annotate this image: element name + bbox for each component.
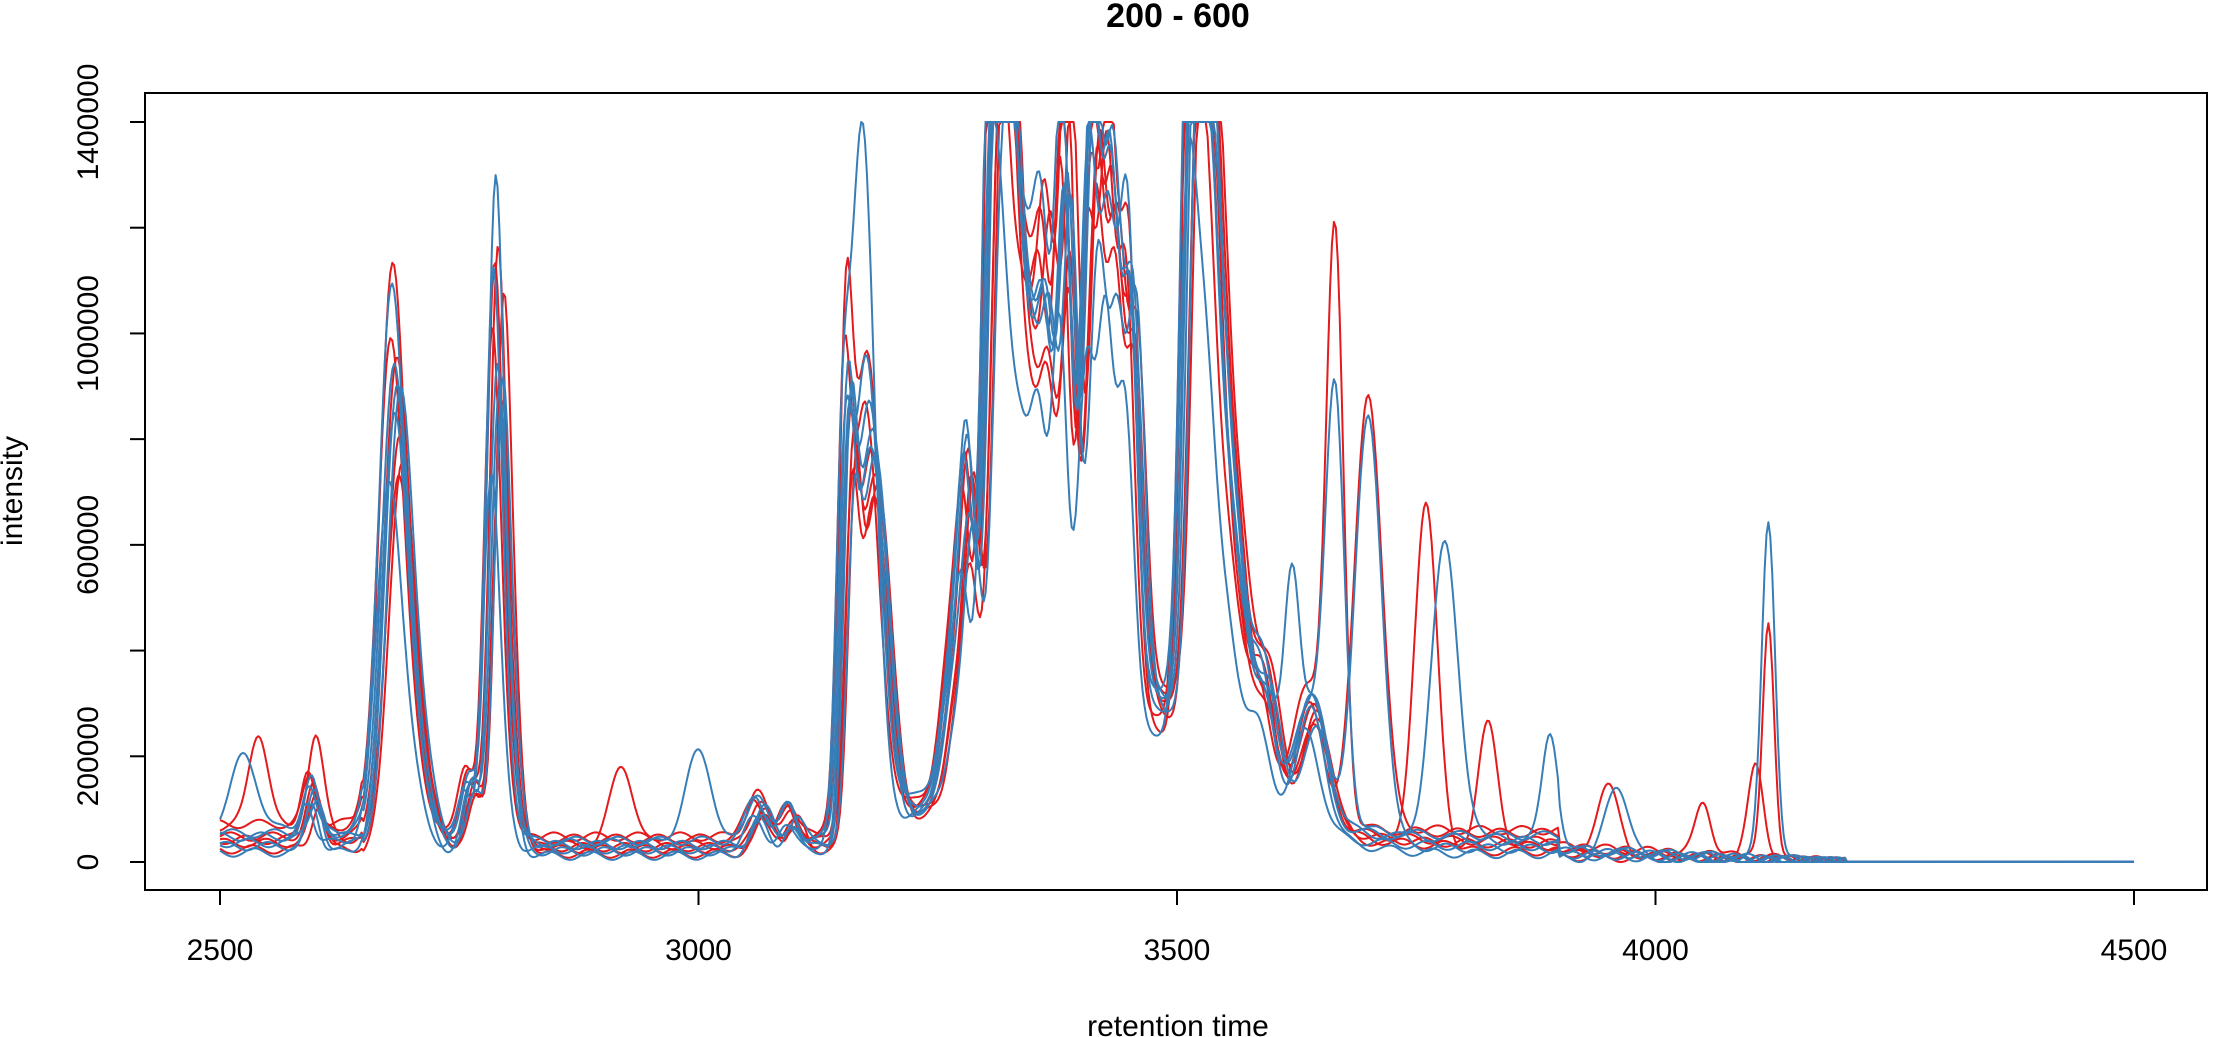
- x-axis-label: retention time: [1087, 1010, 1269, 1037]
- y-tick-label: 600000: [72, 495, 105, 595]
- x-tick-label: 4500: [2101, 934, 2168, 967]
- x-tick-label: 3000: [665, 934, 732, 967]
- x-axis: 2500 3000 3500 4000 4500: [187, 889, 2168, 967]
- y-axis-label: intensity: [0, 436, 29, 546]
- y-tick-label: 200000: [72, 706, 105, 806]
- series-line-12: [219, 121, 2135, 863]
- x-tick-label: 2500: [187, 934, 254, 967]
- series-layer: [219, 121, 2135, 863]
- y-tick-label: 1000000: [72, 275, 105, 392]
- y-tick-label: 0: [72, 854, 105, 871]
- x-tick-label: 4000: [1622, 934, 1689, 967]
- series-line-11: [219, 121, 2134, 863]
- x-tick-label: 3500: [1144, 934, 1211, 967]
- chart-title: 200 - 600: [1106, 0, 1250, 35]
- y-axis: 0 200000 600000 1000000 1400000: [72, 64, 146, 871]
- y-tick-label: 1400000: [72, 64, 105, 181]
